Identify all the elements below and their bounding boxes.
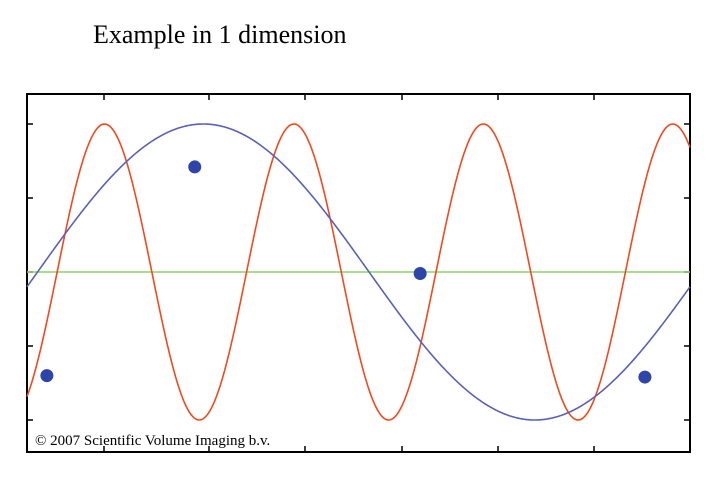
sample-point: [188, 160, 202, 174]
axis-ticks: [27, 94, 690, 452]
sample-point: [413, 266, 427, 280]
sample-points: [40, 160, 652, 384]
copyright-text: © 2007 Scientific Volume Imaging b.v.: [35, 433, 270, 449]
sample-point: [40, 369, 54, 383]
sample-point: [638, 370, 652, 384]
slide-title: Example in 1 dimension: [93, 20, 347, 49]
plot-frame: [26, 93, 691, 453]
sample-fit-curve-blue: [26, 123, 691, 421]
signal-curve-red: [26, 123, 691, 421]
